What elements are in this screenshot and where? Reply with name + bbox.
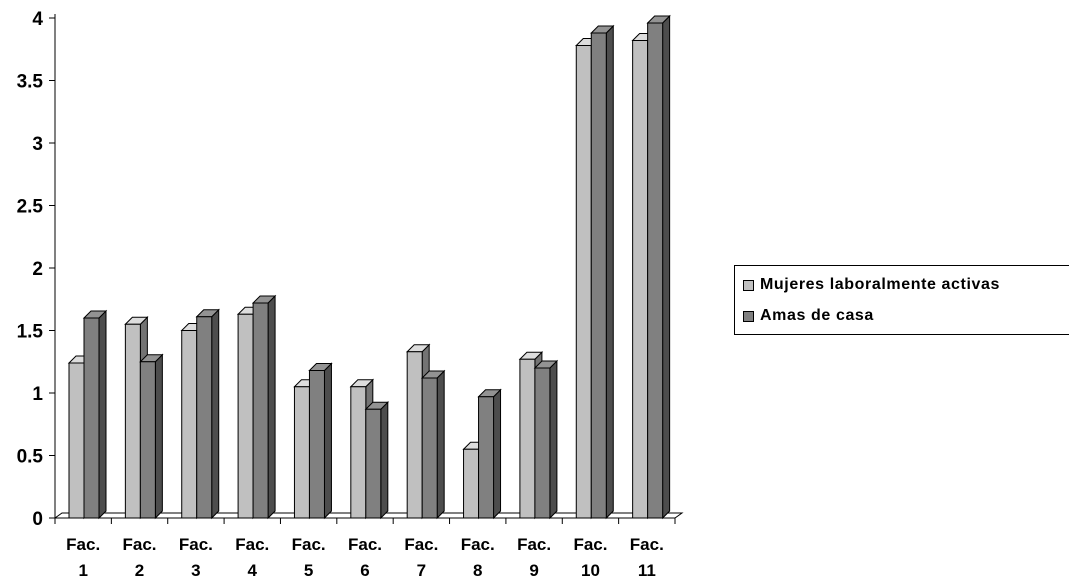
x-tick-label: Fac. [404, 535, 438, 554]
legend-swatch-amas [743, 310, 754, 322]
x-tick-label: Fac. [573, 535, 607, 554]
legend-swatch-mujeres [743, 279, 754, 291]
x-tick-label: Fac. [348, 535, 382, 554]
legend-item-amas: Amas de casa [743, 307, 874, 325]
bar [181, 330, 198, 519]
y-tick-label: 3 [32, 134, 43, 155]
x-tick-label: Fac. [461, 535, 495, 554]
bar-side [211, 308, 220, 520]
x-tick-label: 8 [473, 561, 482, 580]
bar-side [493, 388, 502, 520]
x-tick-label: 5 [304, 561, 313, 580]
y-tick-label: 2.5 [17, 197, 44, 218]
x-tick-label: 1 [78, 561, 87, 580]
bar-side [323, 362, 332, 520]
bar [350, 386, 367, 519]
x-tick-label: 4 [248, 561, 258, 580]
bar [196, 316, 213, 519]
x-tick-label: Fac. [66, 535, 100, 554]
x-tick-label: Fac. [630, 535, 664, 554]
x-tick-label: Fac. [517, 535, 551, 554]
y-tick-label: 1 [32, 384, 43, 405]
x-tick-label: 3 [191, 561, 200, 580]
x-tick-label: Fac. [235, 535, 269, 554]
bar-side [549, 359, 558, 520]
legend-label-mujeres: Mujeres laboralmente activas [760, 276, 1001, 293]
bar-side [436, 369, 445, 520]
y-tick-label: 4 [32, 9, 43, 30]
legend-label-amas: Amas de casa [760, 307, 874, 324]
bar [590, 32, 607, 519]
bar [406, 351, 423, 519]
x-tick-label: 9 [529, 561, 538, 580]
bar [632, 40, 649, 519]
bar [647, 22, 664, 519]
bar [519, 358, 536, 519]
y-tick-label: 2 [32, 259, 43, 280]
x-tick-label: 7 [417, 561, 426, 580]
x-tick-label: Fac. [292, 535, 326, 554]
bar [575, 45, 592, 519]
axis-labels: 0 0.5 1 1.5 2 2.5 3 3.5 4 Fac. 1 Fac. 2 Fac. 3 Fac. 4 Fac… [17, 9, 664, 580]
bar-side [98, 309, 107, 520]
bar-side [662, 14, 671, 520]
bars [67, 14, 671, 520]
y-tick-label: 3.5 [17, 72, 44, 93]
bar [293, 386, 310, 519]
y-tick-label: 1.5 [17, 322, 44, 343]
bar [421, 377, 438, 519]
x-tick-label: 10 [581, 561, 600, 580]
x-tick-label: 6 [360, 561, 369, 580]
bar-side [267, 294, 276, 520]
y-tick-label: 0 [32, 509, 43, 530]
bar [68, 362, 85, 519]
bar [124, 323, 141, 519]
bar [365, 408, 382, 519]
bar [478, 396, 495, 519]
bar [252, 302, 269, 519]
x-tick-label: 11 [638, 561, 656, 580]
legend-item-mujeres: Mujeres laboralmente activas [743, 276, 1000, 294]
y-tick-label: 0.5 [17, 447, 44, 468]
x-tick-label: Fac. [123, 535, 157, 554]
x-tick-label: 2 [135, 561, 144, 580]
bar [139, 361, 156, 519]
bar [237, 313, 254, 519]
legend: Mujeres laboralmente activas Amas de cas… [734, 265, 1069, 335]
bar [463, 448, 480, 519]
bar [534, 367, 551, 519]
bar [308, 370, 325, 519]
bar-side [380, 401, 389, 520]
bar-side [154, 353, 163, 520]
bar [83, 317, 100, 519]
bar-side [605, 24, 614, 520]
x-tick-label: Fac. [179, 535, 213, 554]
